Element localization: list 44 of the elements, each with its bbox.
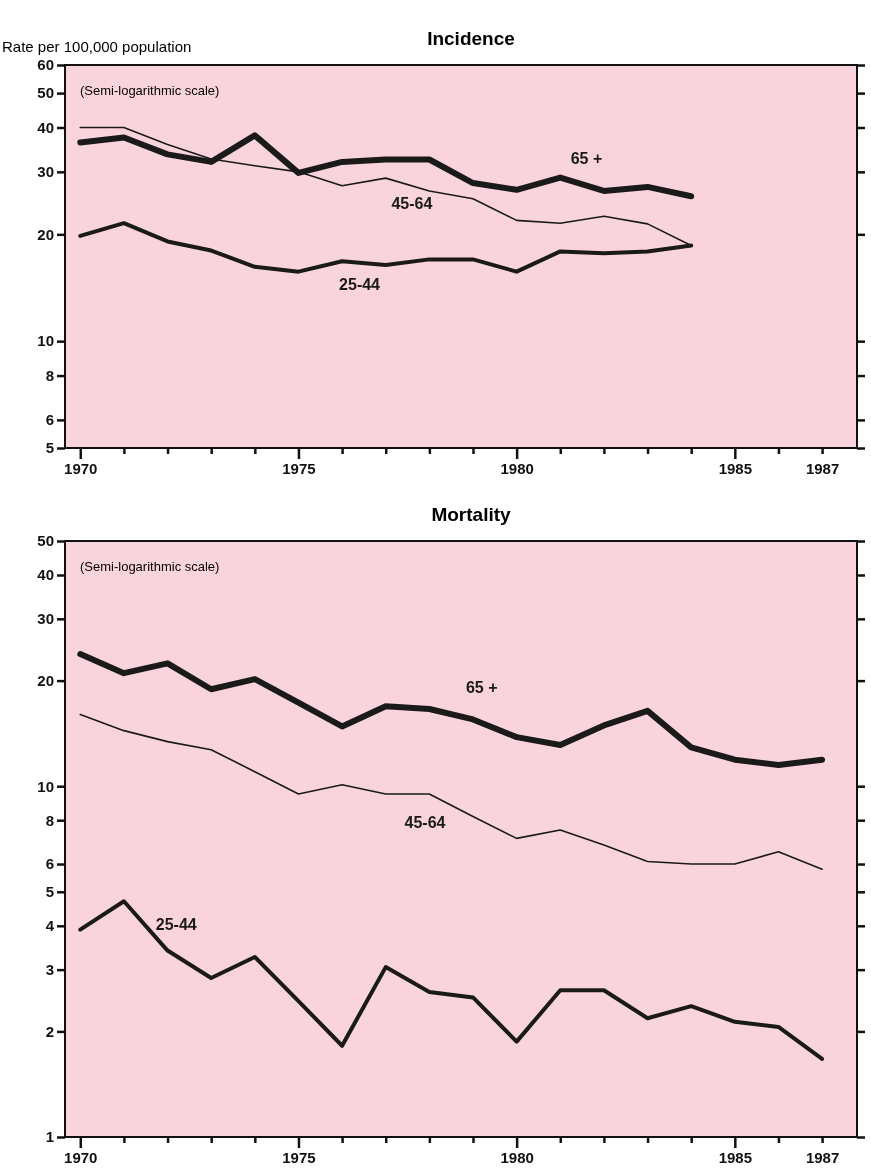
annotation: (Semi-logarithmic scale) bbox=[80, 559, 220, 574]
y-tick-label: 5 bbox=[45, 883, 54, 901]
y-tick-label: 6 bbox=[45, 855, 54, 873]
y-tick-label: 10 bbox=[37, 332, 54, 350]
annotation: (Semi-logarithmic scale) bbox=[80, 83, 220, 98]
y-tick-label: 60 bbox=[37, 56, 54, 74]
line-series bbox=[79, 713, 823, 870]
y-tick-label: 20 bbox=[37, 225, 54, 243]
line-series bbox=[78, 899, 825, 1061]
x-tick-label: 1987 bbox=[805, 1148, 840, 1166]
y-tick-label: 10 bbox=[37, 777, 54, 795]
y-tick-label: 5 bbox=[45, 439, 54, 457]
series-label: 25-44 bbox=[155, 915, 197, 933]
x-tick-label: 1975 bbox=[282, 1148, 316, 1166]
y-tick-label: 8 bbox=[45, 366, 54, 384]
series-label: 45-64 bbox=[391, 195, 433, 213]
y-tick-label: 30 bbox=[37, 163, 54, 181]
x-tick-label: 1970 bbox=[64, 1148, 98, 1166]
x-tick-label: 1980 bbox=[500, 459, 534, 477]
y-tick-label: 50 bbox=[37, 532, 54, 550]
x-tick-label: 1985 bbox=[718, 459, 753, 477]
chart-title: Mortality bbox=[431, 504, 512, 525]
y-tick-label: 1 bbox=[45, 1128, 54, 1146]
y-tick-label: 2 bbox=[45, 1022, 54, 1040]
y-tick-label: 20 bbox=[37, 671, 54, 689]
series-label: 65 + bbox=[465, 679, 498, 697]
y-axis-title: Rate per 100,000 population bbox=[2, 38, 192, 55]
y-tick-label: 8 bbox=[45, 811, 54, 829]
y-tick-label: 30 bbox=[37, 610, 54, 628]
x-tick-label: 1980 bbox=[500, 1148, 534, 1166]
y-tick-label: 40 bbox=[37, 566, 54, 584]
series-label: 45-64 bbox=[404, 814, 446, 832]
series-label: 25-44 bbox=[339, 276, 381, 294]
y-tick-label: 3 bbox=[45, 960, 54, 978]
y-tick-label: 6 bbox=[45, 411, 54, 429]
y-tick-label: 50 bbox=[37, 84, 54, 102]
series-label: 65 + bbox=[570, 150, 603, 168]
y-tick-label: 4 bbox=[45, 917, 55, 935]
x-tick-label: 1987 bbox=[805, 459, 840, 477]
x-tick-label: 1970 bbox=[64, 459, 98, 477]
y-tick-label: 40 bbox=[37, 118, 54, 136]
chart-title: Incidence bbox=[427, 28, 515, 49]
x-tick-label: 1985 bbox=[718, 1148, 753, 1166]
x-tick-label: 1975 bbox=[282, 459, 316, 477]
